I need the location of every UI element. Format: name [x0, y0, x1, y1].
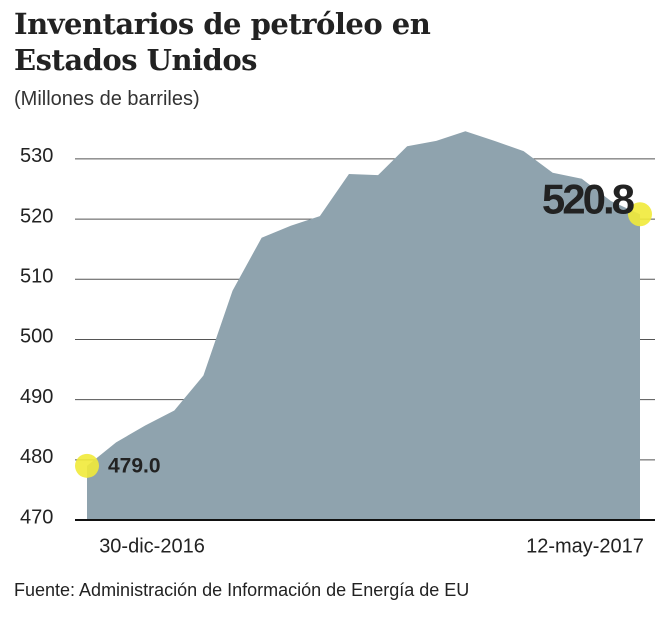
x-tick-label: 12-may-2017: [526, 535, 644, 557]
y-tick-label: 500: [20, 326, 53, 348]
y-tick-label: 520: [20, 205, 53, 227]
value-label: 520.8: [542, 175, 635, 222]
y-tick-label: 490: [20, 386, 53, 408]
area: [87, 131, 640, 520]
y-tick-label: 470: [20, 506, 53, 528]
x-tick-label: 30-dic-2016: [99, 535, 205, 557]
value-label: 479.0: [108, 454, 161, 477]
end-marker: [628, 202, 652, 227]
y-tick-label: 530: [20, 145, 53, 167]
chart-subtitle: (Millones de barriles): [14, 88, 200, 110]
y-tick-label: 510: [20, 266, 53, 288]
end-marker: [75, 453, 99, 478]
y-tick-label: 480: [20, 446, 53, 468]
chart-title: Inventarios de petróleo en Estados Unido…: [14, 7, 431, 77]
source: Fuente: Administración de Información de…: [14, 580, 469, 600]
